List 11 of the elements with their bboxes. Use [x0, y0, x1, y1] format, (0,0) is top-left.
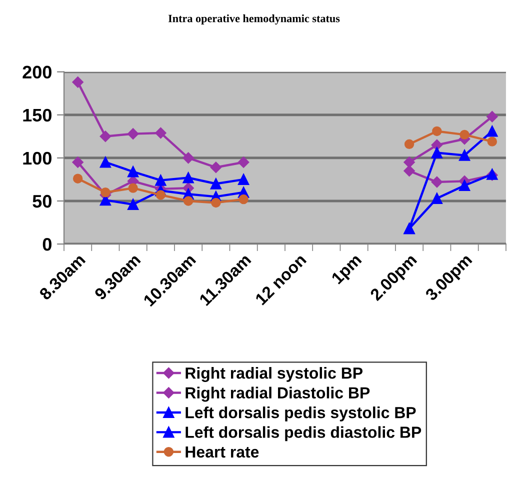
chart-title: Intra operative hemodynamic status: [168, 14, 340, 25]
y-tick-label: 0: [42, 238, 52, 251]
legend-label: Right radial systolic BP: [186, 367, 363, 382]
y-tick-label: 150: [23, 108, 52, 122]
y-tick-label: 200: [22, 66, 52, 79]
legend-label: Left dorsalis pedis systolic BP: [186, 406, 416, 422]
legend-label: Right radial Diastolic BP: [186, 386, 370, 402]
legend-label: Heart rate: [186, 446, 259, 458]
y-tick-label: 100: [23, 152, 52, 165]
y-tick-label: 50: [32, 194, 52, 208]
legend-label: Left dorsalis pedis diastolic BP: [186, 426, 422, 442]
